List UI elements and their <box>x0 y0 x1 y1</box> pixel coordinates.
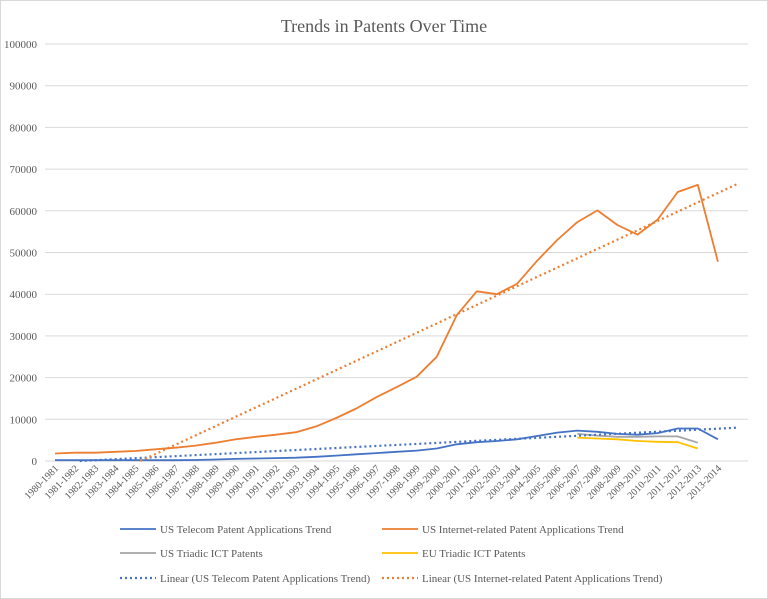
y-tick-label: 50000 <box>10 248 38 260</box>
legend-label: US Telecom Patent Applications Trend <box>160 524 332 536</box>
y-tick-label: 60000 <box>10 206 38 218</box>
legend-label: EU Triadic ICT Patents <box>422 548 525 560</box>
legend-label: US Internet-related Patent Applications … <box>422 524 624 536</box>
y-tick-label: 40000 <box>10 289 38 301</box>
legend-label: Linear (US Telecom Patent Applications T… <box>160 573 370 585</box>
y-tick-label: 70000 <box>10 164 38 176</box>
chart-title: Trends in Patents Over Time <box>281 16 487 36</box>
legend-label: Linear (US Internet-related Patent Appli… <box>422 573 663 585</box>
y-tick-label: 80000 <box>10 122 38 134</box>
legend-label: US Triadic ICT Patents <box>160 548 263 560</box>
y-tick-label: 30000 <box>10 331 38 343</box>
y-tick-label: 20000 <box>10 373 38 385</box>
series-line-1 <box>55 185 718 454</box>
y-tick-label: 10000 <box>10 414 38 426</box>
series-line-3 <box>577 438 698 449</box>
y-tick-label: 90000 <box>10 81 38 93</box>
y-tick-label: 100000 <box>4 39 38 51</box>
y-tick-label: 0 <box>32 456 38 468</box>
